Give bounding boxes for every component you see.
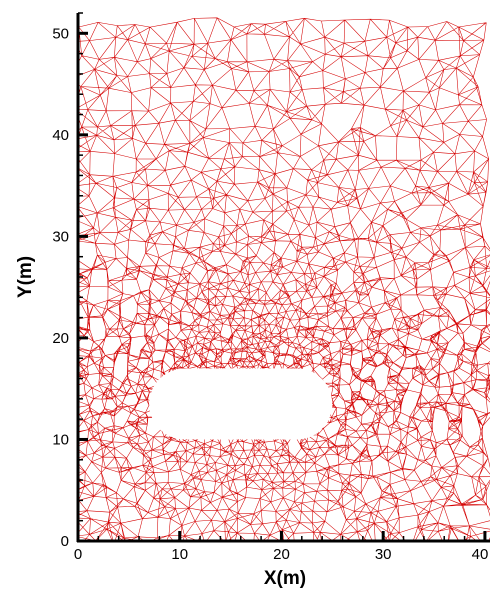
x-tick-label: 30 xyxy=(375,546,392,563)
y-tick-label: 20 xyxy=(52,330,69,347)
triangular-mesh xyxy=(78,17,490,541)
x-axis-title: X(m) xyxy=(264,568,306,589)
x-tick-label: 10 xyxy=(171,546,188,563)
y-tick-label: 10 xyxy=(52,431,69,448)
y-axis-title: Y(m) xyxy=(15,256,36,298)
y-tick-label: 50 xyxy=(52,25,69,42)
y-tick-label: 0 xyxy=(61,533,69,550)
mesh-edges xyxy=(78,17,490,541)
x-tick-label: 40 xyxy=(472,546,489,563)
obstacle-shape xyxy=(149,368,333,440)
y-tick-label: 40 xyxy=(52,127,69,144)
axes: 0 10 20 30 40 0 10 20 30 40 50 X(m) Y(m) xyxy=(15,12,490,589)
x-tick-label: 0 xyxy=(74,546,82,563)
y-axis-ticks: 0 10 20 30 40 50 xyxy=(52,12,88,550)
x-axis-ticks: 0 10 20 30 40 xyxy=(74,531,489,563)
y-tick-label: 30 xyxy=(52,228,69,245)
x-tick-label: 20 xyxy=(273,546,290,563)
